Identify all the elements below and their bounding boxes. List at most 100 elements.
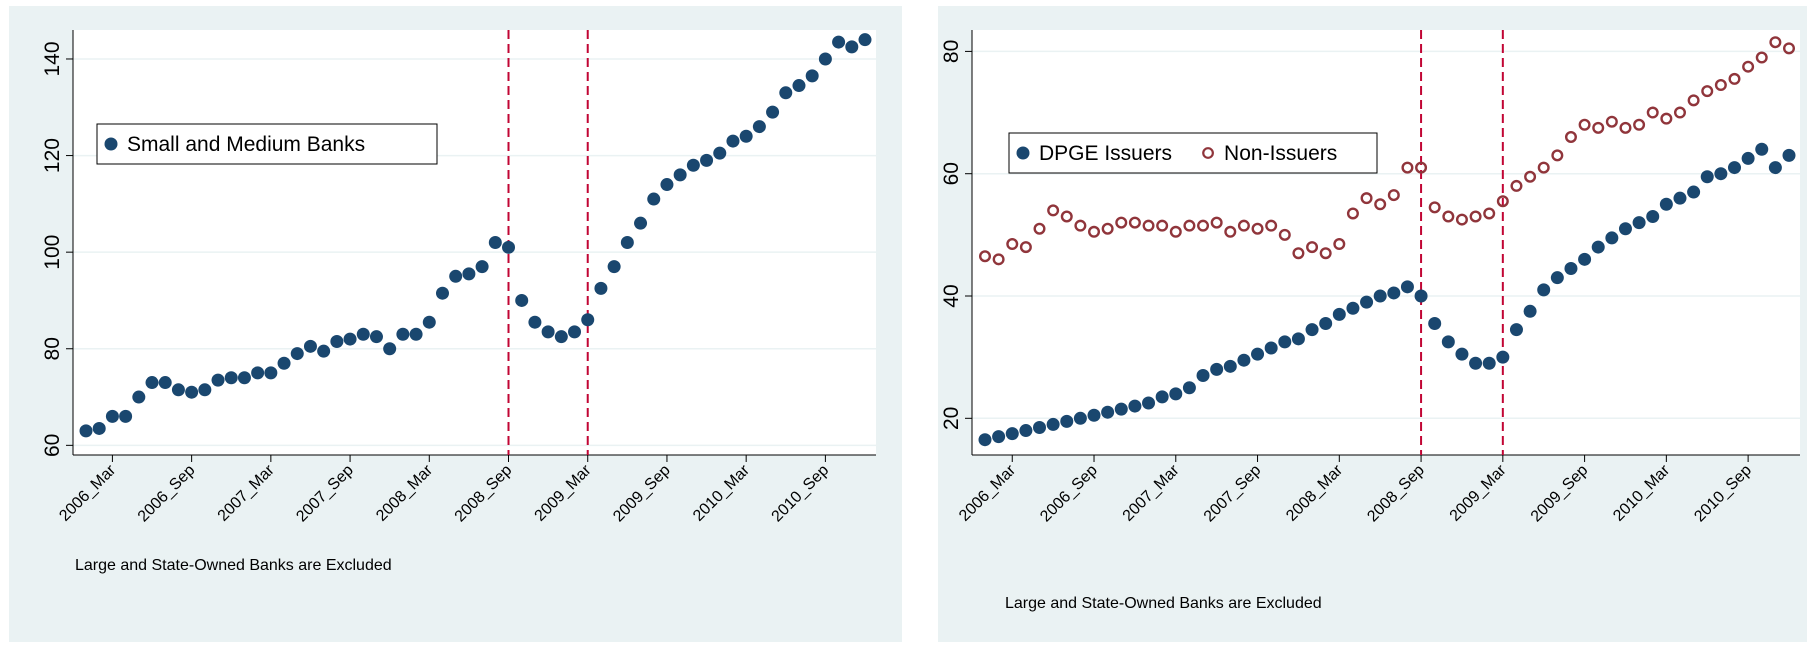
- data-point: [726, 134, 740, 148]
- data-point: [541, 325, 555, 339]
- data-point: [1155, 390, 1169, 404]
- data-point: [1183, 219, 1196, 232]
- data-point: [502, 240, 516, 254]
- plot-area: [972, 30, 1800, 455]
- data-point: [1128, 399, 1142, 413]
- data-point: [739, 129, 753, 143]
- data-point: [686, 158, 700, 172]
- data-point: [1401, 161, 1414, 174]
- data-point: [1196, 369, 1210, 383]
- data-point: [435, 286, 449, 300]
- legend-marker: [1016, 146, 1030, 160]
- data-point: [1373, 289, 1387, 303]
- data-point: [1605, 115, 1618, 128]
- legend-box: [1008, 132, 1378, 174]
- data-point: [1115, 216, 1128, 229]
- y-tick-label: 60: [41, 434, 64, 457]
- data-point: [277, 356, 291, 370]
- data-point: [1428, 201, 1441, 214]
- data-point: [700, 153, 714, 167]
- data-point: [264, 366, 278, 380]
- data-point: [1673, 191, 1687, 205]
- data-point: [1333, 238, 1346, 251]
- data-point: [303, 339, 317, 353]
- data-point: [1400, 280, 1414, 294]
- x-tick-label: 2010_Sep: [1691, 462, 1755, 526]
- data-point: [1700, 170, 1714, 184]
- chart-note: Large and State-Owned Banks are Excluded: [1005, 595, 1322, 612]
- data-point: [1306, 241, 1319, 254]
- chart-panel: 20 40 60 80 2006_Mar 2006_Sep 2007_Mar 2007_Sep…: [938, 6, 1807, 642]
- data-point: [1278, 228, 1291, 241]
- data-point: [145, 376, 159, 390]
- data-point: [1114, 402, 1128, 416]
- data-point: [845, 40, 859, 54]
- data-point: [1237, 353, 1251, 367]
- data-point: [290, 347, 304, 361]
- data-point: [1251, 222, 1264, 235]
- data-point: [422, 315, 436, 329]
- data-point: [1742, 60, 1755, 73]
- data-point: [1441, 335, 1455, 349]
- data-point: [1387, 189, 1400, 202]
- data-point: [1224, 225, 1237, 238]
- x-tick-label: 2010_Mar: [690, 461, 753, 524]
- data-point: [1019, 241, 1032, 254]
- data-point: [1265, 219, 1278, 232]
- data-point: [1509, 323, 1523, 337]
- data-point: [1714, 167, 1728, 181]
- data-point: [979, 250, 992, 263]
- data-point: [647, 192, 661, 206]
- data-point: [1591, 240, 1605, 254]
- legend-label: Small and Medium Banks: [127, 133, 365, 156]
- y-tick-label: 80: [41, 337, 64, 360]
- data-point: [1687, 94, 1700, 107]
- data-point: [1005, 427, 1019, 441]
- data-point: [1633, 118, 1646, 131]
- data-point: [343, 332, 357, 346]
- legend-label: Non-Issuers: [1224, 142, 1337, 165]
- data-point: [1496, 195, 1509, 208]
- data-point: [1142, 219, 1155, 232]
- data-point: [792, 79, 806, 93]
- data-point: [1074, 219, 1087, 232]
- data-point: [237, 371, 251, 385]
- data-point: [1524, 170, 1537, 183]
- data-point: [779, 86, 793, 100]
- data-point: [1469, 210, 1482, 223]
- data-point: [1537, 283, 1551, 297]
- y-tick-label: 100: [41, 235, 64, 270]
- data-point: [1510, 179, 1523, 192]
- data-point: [1483, 207, 1496, 220]
- data-point: [1564, 131, 1577, 144]
- data-point: [634, 216, 648, 230]
- data-point: [1156, 219, 1169, 232]
- legend-label: DPGE Issuers: [1039, 142, 1172, 165]
- data-point: [1442, 210, 1455, 223]
- data-point: [1332, 307, 1346, 321]
- data-point: [1197, 219, 1210, 232]
- y-tick-label: 140: [41, 41, 64, 76]
- data-point: [1428, 317, 1442, 331]
- data-point: [1415, 161, 1428, 174]
- data-point: [1182, 381, 1196, 395]
- x-tick-label: 2008_Mar: [1283, 461, 1346, 524]
- data-point: [1578, 252, 1592, 266]
- data-point: [1687, 185, 1701, 199]
- data-point: [832, 35, 846, 49]
- x-tick-label: 2009_Mar: [532, 461, 595, 524]
- data-point: [1659, 197, 1673, 211]
- data-point: [1592, 121, 1605, 134]
- data-point: [1046, 417, 1060, 431]
- y-tick-label: 60: [940, 162, 963, 185]
- data-point: [119, 409, 133, 423]
- data-point: [1414, 289, 1428, 303]
- data-point: [1768, 161, 1782, 175]
- data-point: [1537, 161, 1550, 174]
- x-tick-label: 2010_Sep: [769, 462, 833, 526]
- data-point: [1033, 222, 1046, 235]
- data-point: [1632, 216, 1646, 230]
- legend-box: [96, 123, 438, 165]
